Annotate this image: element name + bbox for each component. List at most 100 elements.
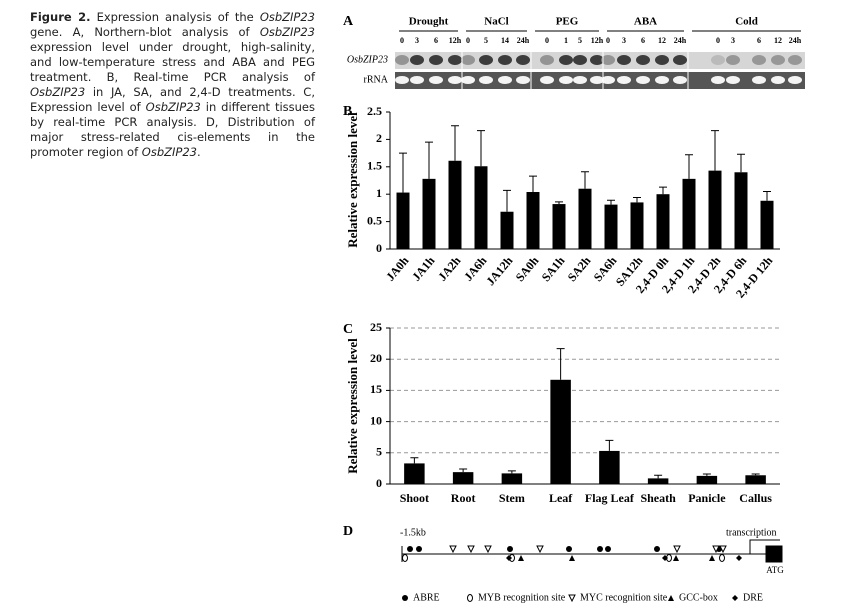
legend-label: MYC recognition site — [580, 592, 668, 603]
lane-label: 6 — [641, 36, 645, 45]
band — [395, 55, 409, 65]
error-bar — [507, 470, 516, 474]
band — [448, 76, 462, 84]
myc — [719, 545, 727, 554]
band — [429, 55, 443, 65]
y-tick-label: 15 — [370, 382, 382, 396]
x-tick-label: Flag Leaf — [585, 491, 635, 505]
caption-text: . — [196, 145, 201, 159]
transcription-label: transcription — [726, 527, 777, 538]
lane-label: 0 — [716, 36, 720, 45]
error-bar — [751, 473, 760, 476]
band — [410, 55, 424, 65]
legend-label: DRE — [743, 592, 763, 603]
band — [410, 76, 424, 84]
lane-label: 6 — [434, 36, 438, 45]
bar — [604, 204, 618, 249]
gcc-box — [668, 595, 674, 601]
band — [636, 76, 650, 84]
atg-label: ATG — [766, 565, 784, 575]
bar — [745, 475, 766, 484]
panel-label: D — [343, 524, 353, 539]
y-tick-label: 0 — [376, 241, 382, 255]
band — [771, 55, 785, 65]
lane-label: 0 — [545, 36, 549, 45]
band — [673, 76, 687, 84]
y-axis-label: Relative expression level — [345, 112, 360, 248]
myc — [467, 545, 475, 554]
lane-label: 3 — [731, 36, 735, 45]
y-tick-label: 1 — [376, 186, 382, 200]
band — [617, 55, 631, 65]
dre — [662, 555, 668, 561]
lane-label: 24h — [789, 36, 802, 45]
group-label: PEG — [556, 16, 579, 28]
legend: ABRE MYB recognition site MYC recognition … — [413, 592, 763, 603]
lane-label: 14 — [501, 36, 509, 45]
error-bar — [711, 130, 719, 171]
x-tick-label: SA2h — [565, 253, 594, 284]
band — [540, 76, 554, 84]
caption-text: in JA, SA, and 2,4-D treatments. C, Expr… — [30, 85, 315, 114]
x-tick-label: Panicle — [688, 491, 726, 505]
x-tick-label: JA2h — [435, 253, 464, 283]
panel-label: A — [343, 14, 354, 29]
error-bar — [654, 474, 663, 479]
dre — [506, 555, 512, 561]
bar — [682, 178, 696, 249]
bar — [578, 188, 592, 249]
dre — [736, 555, 742, 561]
gene-name: OsbZIP23 — [259, 25, 315, 39]
y-tick-label: 20 — [370, 351, 382, 365]
band — [395, 76, 409, 84]
bar — [550, 379, 571, 484]
bar — [760, 200, 774, 249]
bar — [452, 472, 474, 484]
band — [559, 76, 573, 84]
band — [590, 76, 604, 84]
band — [752, 76, 766, 84]
abre — [402, 595, 408, 601]
lane-label: 3 — [415, 36, 419, 45]
band — [711, 55, 725, 65]
band — [752, 55, 766, 65]
group-label: ABA — [634, 16, 657, 28]
caption-text: gene. A, Northern-blot analysis of — [30, 25, 260, 39]
bar — [422, 178, 436, 249]
band — [655, 55, 669, 65]
y-axis-label: Relative expression level — [345, 338, 360, 474]
x-tick-label: JA1h — [409, 253, 438, 283]
x-tick-label: JA0h — [383, 253, 412, 283]
abre — [597, 546, 603, 552]
error-bar — [503, 189, 511, 212]
lane-label: 6 — [757, 36, 761, 45]
myc — [712, 545, 720, 554]
bar — [630, 202, 644, 249]
x-tick-label: Root — [451, 491, 476, 505]
gcc-box — [569, 555, 575, 561]
y-tick-label: 0.5 — [367, 213, 382, 227]
error-bar — [477, 130, 485, 167]
x-tick-label: Sheath — [640, 491, 676, 505]
y-tick-label: 0 — [376, 476, 382, 490]
x-tick-label: SA0h — [513, 253, 542, 284]
group-label: Cold — [735, 16, 758, 28]
promoter-diagram — [401, 539, 783, 563]
bar — [656, 194, 670, 249]
error-bar — [459, 468, 468, 473]
caption-text: in different tissues by real-time PCR an… — [30, 100, 315, 159]
lane-label: 1 — [564, 36, 568, 45]
lane-label: 12 — [658, 36, 666, 45]
error-bar — [581, 171, 589, 189]
bar — [708, 170, 722, 249]
myc — [484, 545, 492, 554]
myb — [719, 554, 725, 562]
caption-text: expression level under drought, high-sal… — [30, 40, 315, 84]
bar — [448, 160, 462, 249]
legend-label: ABRE — [413, 592, 440, 603]
x-tick-label: Callus — [739, 491, 772, 505]
error-bar — [685, 154, 693, 179]
bar — [599, 450, 620, 484]
bar — [500, 211, 514, 249]
